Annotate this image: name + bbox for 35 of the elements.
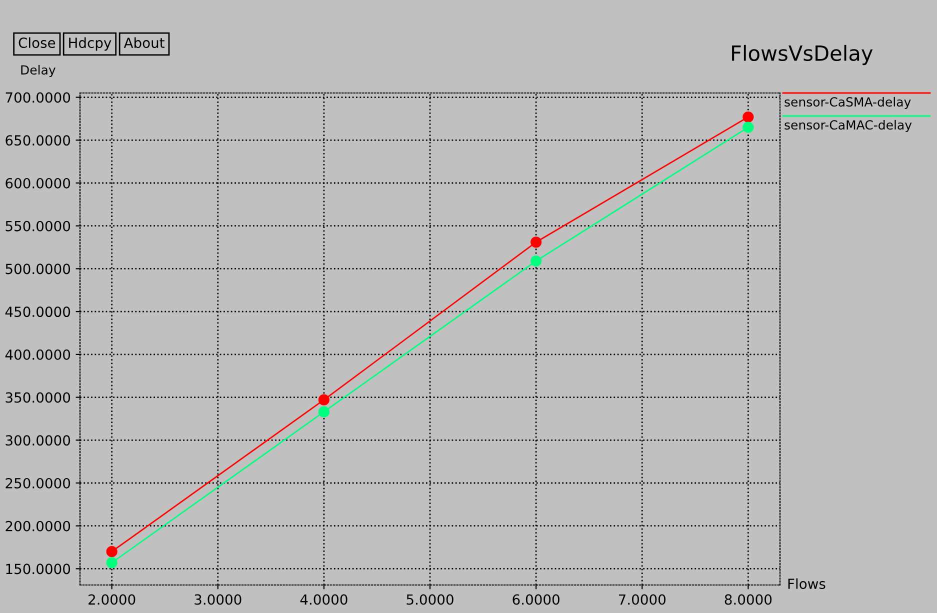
y-tick-label: 300.0000 — [6, 435, 70, 446]
y-tick-label: 550.0000 — [6, 220, 70, 232]
chart-title: FlowsVsDelay — [732, 44, 873, 66]
point — [318, 394, 330, 406]
x-tick-label: 7.0000 — [618, 594, 666, 605]
y-axis-title: Delay — [21, 64, 56, 78]
point — [530, 236, 542, 248]
x-tick-label: 4.0000 — [300, 594, 348, 605]
y-tick-label: 400.0000 — [5, 349, 70, 360]
text: sensor-CaSMA-delay — [784, 96, 911, 110]
text: Close — [18, 37, 56, 48]
x-tick-label: 5.0000 — [406, 594, 454, 605]
x-tick-label: 6.0000 — [512, 594, 560, 605]
x-axis-title: Flows — [788, 578, 826, 590]
point — [742, 111, 754, 123]
y-tick-label: 700.0000 — [6, 92, 70, 103]
point — [318, 406, 330, 418]
x-tick-label: 8.0000 — [724, 594, 772, 605]
y-tick-label: 450.0000 — [5, 306, 70, 318]
y-tick-label: 200.0000 — [6, 520, 70, 532]
y-tick-label: 350.0000 — [6, 392, 70, 403]
y-tick-label: 600.0000 — [6, 178, 70, 188]
point — [742, 122, 754, 133]
point — [530, 255, 542, 267]
y-tick-label: 250.0000 — [6, 478, 70, 488]
point — [106, 546, 118, 558]
text: About — [124, 37, 164, 48]
text: sensor-CaMAC-delay — [784, 120, 912, 132]
point — [106, 557, 118, 568]
x-tick-label: 2.0000 — [88, 594, 136, 605]
y-tick-label: 650.0000 — [6, 135, 70, 146]
text: Hdcpy — [69, 37, 112, 51]
y-tick-label: 500.0000 — [6, 264, 70, 274]
y-tick-label: 150.0000 — [6, 564, 70, 574]
x-tick-label: 3.0000 — [194, 594, 242, 605]
